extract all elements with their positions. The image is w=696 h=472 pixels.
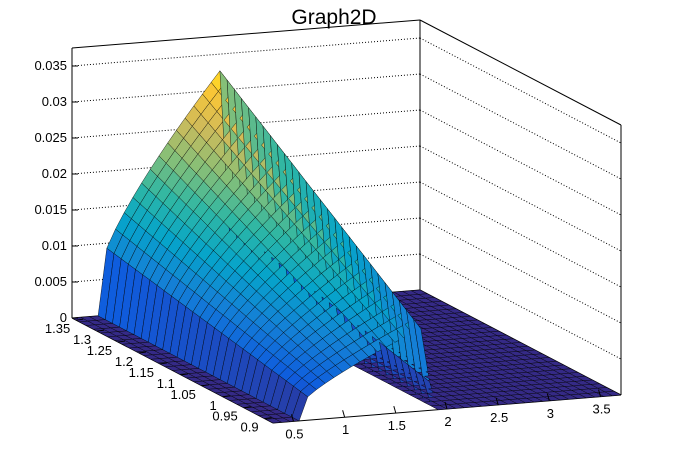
x-tick-label: 1 [342, 422, 349, 437]
x-tick-mark [444, 401, 448, 410]
y-tick-mark [117, 340, 126, 343]
x-tick-mark [546, 393, 550, 401]
gridline-z-right [419, 109, 622, 216]
gridline-z-back [71, 37, 421, 67]
x-tick-mark [495, 397, 499, 406]
y-tick-label: 0.9 [241, 420, 259, 435]
y-tick-mark [222, 395, 230, 398]
surface-plot [71, 70, 622, 424]
gridline-z-right [419, 37, 622, 144]
z-tick-label: 0.03 [42, 94, 67, 109]
y-tick-mark [159, 362, 168, 365]
y-tick-label: 1.3 [73, 332, 91, 347]
y-tick-mark [264, 417, 272, 420]
y-tick-mark [76, 318, 84, 321]
z-tick-label: 0.005 [34, 274, 67, 289]
x-tick-label: 2 [444, 414, 451, 429]
x-tick-label: 3 [547, 406, 554, 421]
x-tick-label: 1.5 [388, 418, 406, 433]
back-top-edge [71, 19, 421, 49]
right-top-edge [419, 19, 622, 126]
gridline-z-right [419, 181, 622, 288]
y-tick-mark [97, 329, 105, 332]
chart-title: Graph2D [291, 6, 376, 29]
y-tick-label: 1.15 [129, 365, 154, 380]
axes-ticks: 0 0.005 0.01 0.015 0.02 0.025 0.03 0.035 0.5 1 1.5… [34, 58, 610, 441]
gridline-z-back [71, 73, 421, 103]
y-tick-label: 1.05 [171, 387, 196, 402]
x-tick-mark [598, 389, 602, 397]
y-tick-label: 1 [210, 398, 217, 413]
x-tick-mark [290, 414, 294, 422]
x-tick-label: 3.5 [592, 402, 610, 417]
z-tick-label: 0.01 [42, 238, 67, 253]
x-tick-label: 2.5 [490, 410, 508, 425]
y-tick-label: 1.2 [115, 354, 133, 369]
x-tick-mark [393, 405, 397, 414]
y-tick-mark [201, 384, 209, 387]
z-tick-label: 0.035 [34, 58, 67, 73]
y-tick-label: 1.1 [157, 376, 175, 391]
y-tick-mark [180, 373, 188, 376]
y-tick-label: 1.25 [87, 343, 112, 358]
gridline-z-right [419, 73, 622, 180]
y-tick-mark [138, 351, 147, 354]
gridline-z-right [419, 145, 622, 252]
z-tick-label: 0.02 [42, 166, 67, 181]
x-tick-label: 0.5 [285, 426, 303, 441]
surface-cell [604, 391, 622, 396]
y-tick-mark [243, 406, 251, 409]
z-tick-label: 0 [60, 310, 67, 325]
y-tick-label: 1.35 [45, 321, 70, 336]
y-tick-label: 0.95 [212, 409, 237, 424]
z-tick-label: 0.025 [34, 130, 67, 145]
x-tick-mark [342, 410, 346, 418]
z-tick-label: 0.015 [34, 202, 67, 217]
